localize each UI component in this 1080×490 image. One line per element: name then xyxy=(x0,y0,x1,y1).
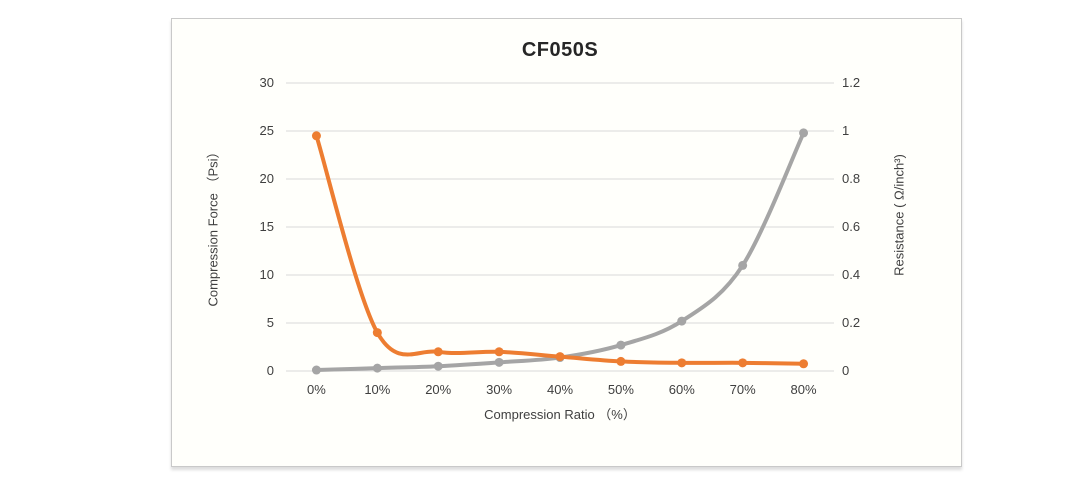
x-tick-label: 50% xyxy=(607,382,634,397)
data-point-compression-force xyxy=(433,361,443,371)
y-right-tick-label: 0.8 xyxy=(842,171,861,186)
data-point-compression-force xyxy=(677,316,687,326)
y-left-tick-label: 20 xyxy=(259,171,274,186)
data-point-resistance xyxy=(616,356,626,366)
x-tick-label: 40% xyxy=(546,382,574,397)
series-resistance xyxy=(311,131,809,369)
data-point-compression-force xyxy=(494,357,504,367)
plot-svg xyxy=(286,82,834,375)
y-left-tick-label: 5 xyxy=(266,315,274,330)
y-left-tick-label: 15 xyxy=(259,219,274,234)
y-left-tick-label: 25 xyxy=(259,123,274,138)
y-right-tick-label: 0 xyxy=(842,363,850,378)
x-tick-label: 30% xyxy=(486,382,513,397)
y-right-tick-label: 1.2 xyxy=(842,75,861,90)
x-tick-label: 80% xyxy=(790,382,817,397)
data-point-compression-force xyxy=(799,128,809,138)
y-right-tick-label: 0.6 xyxy=(842,219,861,234)
y-left-tick-label: 10 xyxy=(259,267,274,282)
data-point-compression-force xyxy=(372,363,382,373)
chart-title: CF050S xyxy=(521,39,599,61)
data-point-resistance xyxy=(311,131,321,141)
data-point-compression-force xyxy=(616,340,626,350)
data-point-resistance xyxy=(433,347,443,357)
y-right-tick-label: 0.2 xyxy=(842,315,861,330)
y-left-tick-label: 0 xyxy=(266,363,274,378)
x-tick-label: 60% xyxy=(668,382,695,397)
y-axis-left-title: Compression Force （Psi） xyxy=(205,145,221,307)
data-point-resistance xyxy=(555,352,565,362)
data-point-resistance xyxy=(677,358,687,368)
data-point-resistance xyxy=(738,358,748,368)
x-tick-label: 10% xyxy=(364,382,391,397)
y-right-tick-label: 0.4 xyxy=(842,267,861,282)
x-tick-label: 70% xyxy=(729,382,756,397)
data-point-resistance xyxy=(494,347,504,357)
gridlines xyxy=(286,82,834,372)
x-tick-label: 0% xyxy=(307,382,326,397)
data-point-compression-force xyxy=(311,365,321,375)
data-point-resistance xyxy=(799,359,809,369)
data-point-compression-force xyxy=(738,260,748,270)
x-axis-title: Compression Ratio （%） xyxy=(484,407,636,422)
y-right-tick-label: 1 xyxy=(842,123,850,138)
series-compression-force xyxy=(311,128,809,375)
chart-card: CF050S Compression Force （Psi） Resistanc… xyxy=(171,18,962,467)
y-left-tick-label: 30 xyxy=(259,75,274,90)
data-point-resistance xyxy=(372,328,382,338)
x-tick-label: 20% xyxy=(425,382,452,397)
